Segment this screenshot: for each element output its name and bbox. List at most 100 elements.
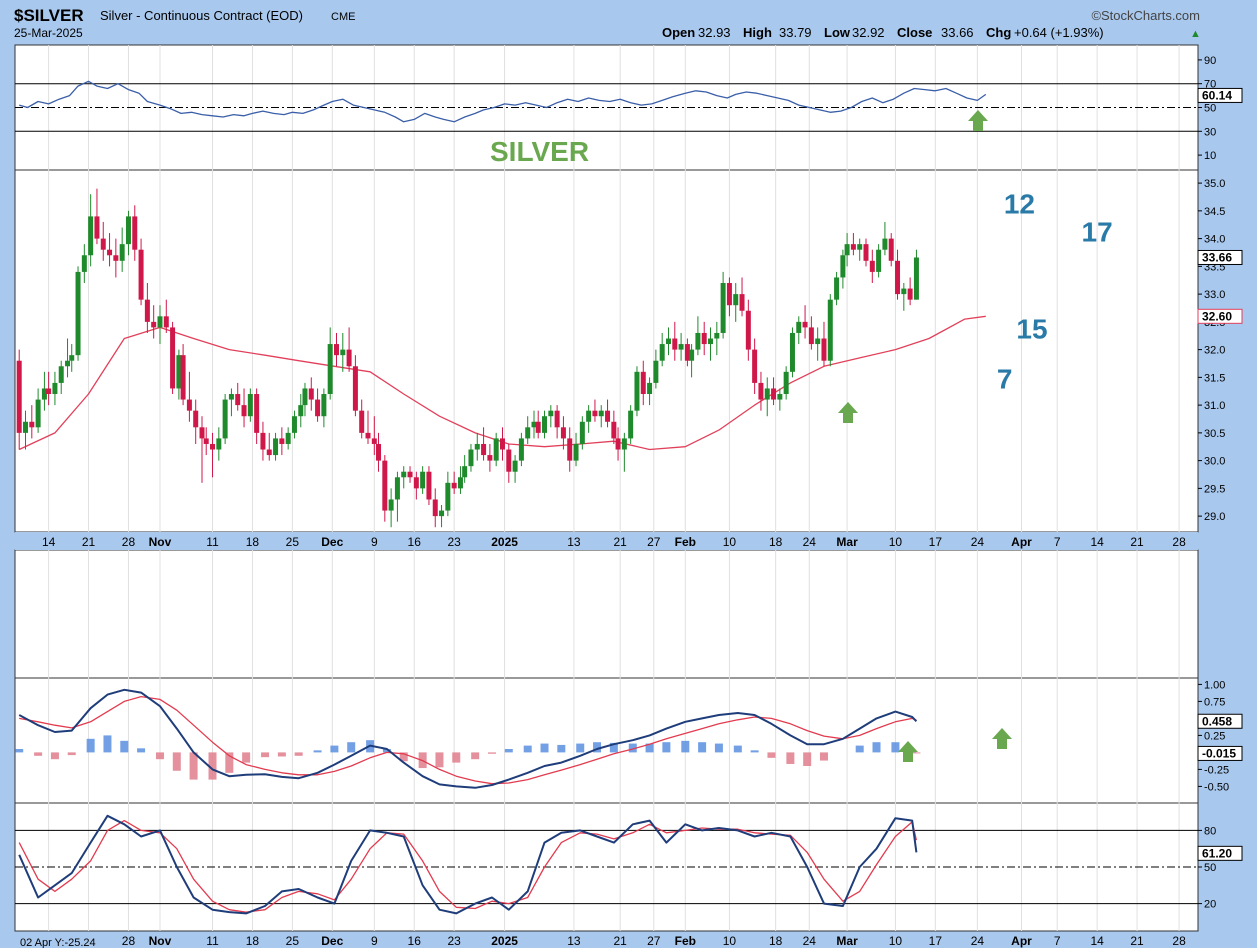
change-arrow-icon: ▲ [1190,28,1201,40]
candle-body [726,283,732,306]
histogram-bar [714,743,723,753]
price-panel [14,169,1199,533]
y-tick-label: 50 [1204,862,1216,874]
candle-body [285,432,291,444]
histogram-bar [662,742,671,753]
x-tick-label: 21 [1130,535,1144,549]
candle-body [228,394,234,400]
last-value-tag [1197,249,1243,265]
candle-body [193,410,199,428]
ohlc-value: 32.92 [852,25,885,40]
candle-body [457,477,463,489]
candle-body [745,310,751,350]
x-tick-label: 14 [1090,535,1104,549]
candle-body [653,360,659,383]
up-arrow-icon [968,110,988,131]
candle-body [203,438,209,444]
histogram-bar [681,740,690,753]
candle-body [665,338,671,345]
candle-body [783,371,789,395]
ohlc-label: Low [824,25,851,40]
candle-body [567,438,573,461]
candle-body [844,244,850,256]
y-tick-label: 29.5 [1204,483,1225,495]
exchange-text: CME [331,11,355,23]
candle-body [808,327,814,345]
y-tick-label: 32.0 [1204,345,1225,357]
histogram-bar [399,752,408,762]
x-tick-label: 21 [82,535,96,549]
ohlc-readout: Open 32.93 High 33.79 Low 32.92 Close 33.66 Chg +… [662,25,1201,40]
x-tick-label: 16 [408,535,422,549]
histogram-bar [435,752,444,768]
ohlc-value: 32.93 [698,25,731,40]
macd-line [18,688,918,789]
histogram-bar [576,743,585,753]
candle-body [634,371,640,411]
candle-body [340,349,346,356]
histogram-bar [189,752,198,780]
wave-count-label: 12 [1004,189,1035,220]
candle-body [439,510,445,517]
last-value-tag [1197,713,1243,729]
x-tick-label: 9 [371,934,378,948]
x-tick-label: 14 [42,535,56,549]
candle-body [365,432,371,439]
candle-body [52,382,58,395]
candle-body [695,332,701,350]
candle-body [869,260,875,272]
y-tick-label: 30 [1204,126,1216,138]
last-value-tag [1197,308,1243,324]
macd-signal-line [19,695,917,785]
histogram-bar [294,752,303,756]
last-value-label: -0.015 [1202,746,1236,760]
histogram-bar [645,743,654,753]
x-tick-label: 10 [723,934,737,948]
histogram-bar [137,748,146,753]
candle-body [94,216,100,239]
histogram-bar [593,742,602,753]
x-tick-label: 25 [286,535,300,549]
candle-body [493,438,499,461]
x-tick-label: 14 [1090,934,1104,948]
x-tick-label: 28 [1172,934,1186,948]
candle-body [451,482,457,489]
x-tick-label: 18 [246,934,260,948]
stoch-line [18,814,918,915]
histogram-bar [120,740,129,753]
last-value-tag [1197,745,1243,761]
candle-body [579,421,585,444]
candle-body [708,338,714,345]
x-tick-label: Mar [836,535,858,549]
x-tick-label: 25 [286,934,300,948]
candle-body [69,355,75,361]
candle-body [29,421,35,428]
watermark-text: ©StockCharts.com [1091,8,1200,23]
histogram-bar [891,742,900,753]
candle-body [863,244,869,261]
x-tick-label: 13 [567,535,581,549]
ohlc-value: 33.66 [941,25,974,40]
x-tick-label: 24 [971,535,985,549]
candle-body [241,405,247,417]
candle-body [720,283,726,333]
candle-body [163,316,169,328]
candle-body [586,410,592,422]
candle-body [58,366,64,383]
candle-body [913,257,919,300]
histogram-bar [487,752,496,754]
histogram-bar [733,745,742,753]
x-axis-strip [15,532,1198,550]
histogram-bar [698,742,707,753]
histogram-bar [750,750,759,753]
candle-body [216,438,222,450]
chart-header: $SILVER Silver - Continuous Contract (EO… [14,6,1201,40]
candle-body [413,477,419,489]
y-tick-label: 80 [1204,825,1216,837]
vertical-gridlines [48,45,1180,931]
candle-body [333,344,339,356]
candle-body [518,438,524,461]
ohlc-value: +0.64 (+1.93%) [1014,25,1104,40]
y-tick-label: 0.75 [1204,696,1225,708]
